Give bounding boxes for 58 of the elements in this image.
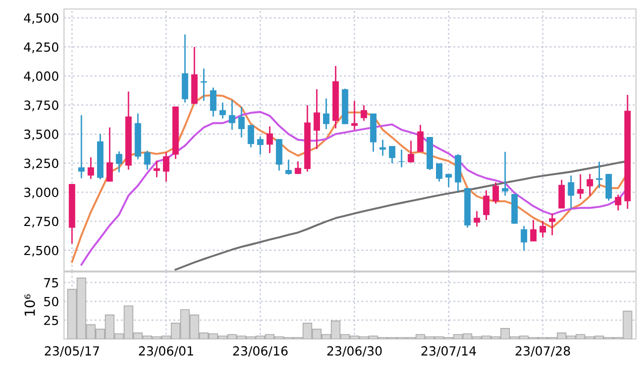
y-tick-label: 25 [44, 316, 58, 326]
x-tick-label: 23/06/16 [233, 346, 288, 357]
candlestick [228, 100, 236, 130]
candlestick [294, 160, 302, 175]
y-tick-label: 2,500 [24, 246, 58, 257]
y-tick-label: 3,500 [24, 130, 58, 140]
y-tick-label: 50 [44, 296, 58, 306]
candlestick [520, 225, 528, 252]
candlestick [417, 124, 424, 153]
x-tick-label: 23/07/14 [421, 346, 476, 357]
y-axis-title: 10⁶ [24, 294, 35, 316]
candlestick [266, 126, 273, 154]
candlestick [238, 106, 245, 138]
candlestick [596, 161, 602, 189]
candlestick [219, 102, 226, 120]
candlestick [474, 210, 480, 228]
y-tick-label: 4,500 [24, 13, 58, 24]
candlestick [614, 194, 622, 212]
candlestick [483, 190, 490, 221]
y-tick-label: 4,000 [24, 71, 58, 82]
y-tick-label: 2,750 [24, 216, 58, 228]
candlestick [88, 156, 94, 180]
candlestick [492, 182, 499, 204]
candlestick [530, 219, 537, 242]
y-tick-label: 3,000 [24, 188, 58, 198]
candlestick [78, 114, 85, 179]
candlestick [285, 158, 292, 176]
candlestick [154, 160, 160, 178]
x-tick-label: 23/06/30 [327, 346, 382, 357]
candlestick [314, 88, 320, 150]
x-tick-label: 23/06/01 [139, 346, 194, 357]
candlestick [106, 126, 113, 182]
candlestick [323, 98, 330, 130]
x-tick-label: 23/07/28 [516, 346, 570, 357]
y-tick-label: 4,250 [24, 42, 58, 54]
y-tick-label: 3,750 [24, 100, 58, 112]
candlestick [116, 150, 122, 174]
candlestick [540, 220, 546, 238]
candlestick [388, 145, 396, 164]
candlestick [445, 173, 452, 188]
candlestick [568, 174, 574, 210]
y-tick-label: 75 [44, 278, 58, 288]
candlestick [558, 179, 565, 210]
y-tick-label: 3,250 [24, 158, 58, 170]
x-tick-label: 23/05/17 [44, 346, 100, 357]
candlestick [144, 150, 151, 170]
candlestick [162, 152, 170, 182]
candlestick [360, 104, 368, 122]
candlestick [210, 86, 216, 118]
candlestick [549, 212, 556, 236]
candlestick [586, 173, 594, 196]
candlestick [248, 124, 254, 148]
candlestick [436, 162, 442, 182]
candlestick [502, 151, 508, 196]
candlestick [408, 140, 414, 164]
candlestick [351, 100, 358, 130]
candlestick [257, 136, 264, 156]
candlestick [577, 174, 584, 200]
